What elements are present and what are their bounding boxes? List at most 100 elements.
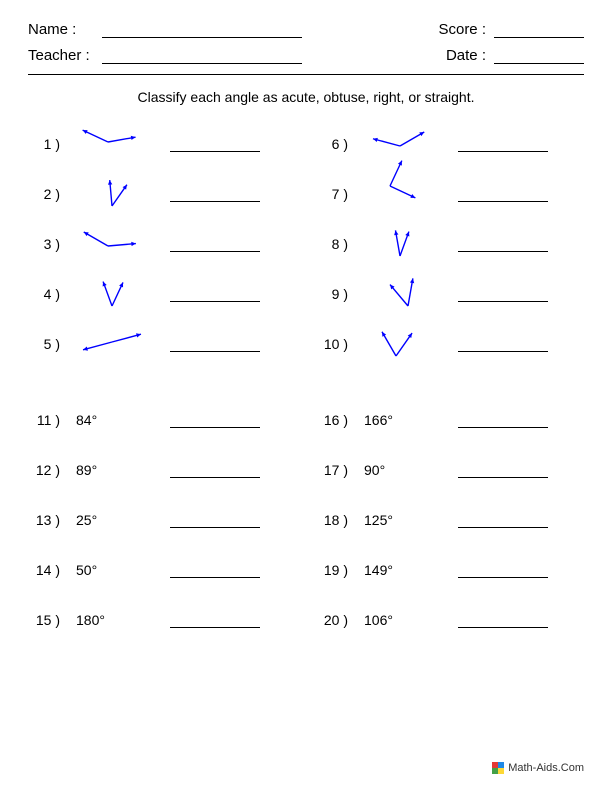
problem-row: 19 ) 149° xyxy=(316,545,584,595)
angle-diagram xyxy=(70,272,154,316)
teacher-label: Teacher : xyxy=(28,47,102,64)
problem-row: 18 ) 125° xyxy=(316,495,584,545)
problem-number: 13 ) xyxy=(28,512,64,528)
problem-row: 3 ) xyxy=(28,219,296,269)
degree-value: 84° xyxy=(64,412,154,428)
footer-logo-icon xyxy=(492,762,504,774)
problem-row: 5 ) xyxy=(28,319,296,369)
score-field: Score : xyxy=(430,20,584,38)
problem-row: 13 ) 25° xyxy=(28,495,296,545)
answer-line[interactable] xyxy=(458,562,548,578)
score-input-line[interactable] xyxy=(494,20,584,38)
degree-column-left: 11 ) 84° 12 ) 89° 13 ) 25° 14 ) 50° 15 )… xyxy=(28,395,296,645)
problem-number: 6 ) xyxy=(316,136,352,152)
answer-line[interactable] xyxy=(170,186,260,202)
degree-value: 106° xyxy=(352,612,442,628)
problem-number: 12 ) xyxy=(28,462,64,478)
answer-line[interactable] xyxy=(458,462,548,478)
problem-number: 11 ) xyxy=(28,412,64,428)
degree-value: 50° xyxy=(64,562,154,578)
angle-diagram xyxy=(358,272,442,316)
answer-line[interactable] xyxy=(170,612,260,628)
degree-column-right: 16 ) 166° 17 ) 90° 18 ) 125° 19 ) 149° 2… xyxy=(316,395,584,645)
problem-number: 8 ) xyxy=(316,236,352,252)
angle-diagram xyxy=(358,222,442,266)
worksheet-page: Name : Teacher : Score : Date : Classify… xyxy=(0,0,612,792)
date-label: Date : xyxy=(430,47,486,64)
answer-line[interactable] xyxy=(458,512,548,528)
problem-number: 7 ) xyxy=(316,186,352,202)
angle-problems-grid: 1 ) 2 ) 3 ) 4 ) 5 ) xyxy=(28,119,584,369)
answer-line[interactable] xyxy=(458,286,548,302)
problem-number: 1 ) xyxy=(28,136,64,152)
degree-value: 180° xyxy=(64,612,154,628)
answer-line[interactable] xyxy=(170,412,260,428)
answer-line[interactable] xyxy=(170,512,260,528)
angle-diagram xyxy=(358,122,442,166)
degree-value: 166° xyxy=(352,412,442,428)
problem-number: 18 ) xyxy=(316,512,352,528)
answer-line[interactable] xyxy=(170,562,260,578)
answer-line[interactable] xyxy=(458,612,548,628)
answer-line[interactable] xyxy=(170,462,260,478)
degree-value: 125° xyxy=(352,512,442,528)
degree-problems-grid: 11 ) 84° 12 ) 89° 13 ) 25° 14 ) 50° 15 )… xyxy=(28,395,584,645)
problem-row: 7 ) xyxy=(316,169,584,219)
problem-row: 2 ) xyxy=(28,169,296,219)
degree-value: 90° xyxy=(352,462,442,478)
problem-row: 20 ) 106° xyxy=(316,595,584,645)
problem-number: 16 ) xyxy=(316,412,352,428)
answer-line[interactable] xyxy=(458,236,548,252)
problem-row: 14 ) 50° xyxy=(28,545,296,595)
answer-line[interactable] xyxy=(458,412,548,428)
angle-diagram xyxy=(70,322,154,366)
answer-line[interactable] xyxy=(458,186,548,202)
angle-diagram xyxy=(70,122,154,166)
problem-number: 4 ) xyxy=(28,286,64,302)
angle-figure xyxy=(352,120,442,168)
instruction-text: Classify each angle as acute, obtuse, ri… xyxy=(28,89,584,105)
problem-row: 6 ) xyxy=(316,119,584,169)
angle-figure xyxy=(352,170,442,218)
problem-number: 5 ) xyxy=(28,336,64,352)
problem-row: 17 ) 90° xyxy=(316,445,584,495)
problem-number: 20 ) xyxy=(316,612,352,628)
angle-column-left: 1 ) 2 ) 3 ) 4 ) 5 ) xyxy=(28,119,296,369)
problem-number: 10 ) xyxy=(316,336,352,352)
section-gap xyxy=(28,369,584,395)
problem-row: 1 ) xyxy=(28,119,296,169)
footer-text: Math-Aids.Com xyxy=(508,762,584,774)
angle-figure xyxy=(64,270,154,318)
name-label: Name : xyxy=(28,21,102,38)
answer-line[interactable] xyxy=(458,136,548,152)
footer: Math-Aids.Com xyxy=(492,762,584,774)
teacher-input-line[interactable] xyxy=(102,46,302,64)
problem-row: 12 ) 89° xyxy=(28,445,296,495)
problem-row: 16 ) 166° xyxy=(316,395,584,445)
degree-value: 149° xyxy=(352,562,442,578)
problem-number: 19 ) xyxy=(316,562,352,578)
problem-row: 8 ) xyxy=(316,219,584,269)
name-input-line[interactable] xyxy=(102,20,302,38)
problem-row: 15 ) 180° xyxy=(28,595,296,645)
name-field: Name : xyxy=(28,20,302,38)
problem-number: 2 ) xyxy=(28,186,64,202)
problem-number: 15 ) xyxy=(28,612,64,628)
answer-line[interactable] xyxy=(170,336,260,352)
problem-number: 9 ) xyxy=(316,286,352,302)
angle-figure xyxy=(64,170,154,218)
angle-diagram xyxy=(70,222,154,266)
problem-row: 11 ) 84° xyxy=(28,395,296,445)
answer-line[interactable] xyxy=(458,336,548,352)
answer-line[interactable] xyxy=(170,286,260,302)
problem-row: 4 ) xyxy=(28,269,296,319)
header-right: Score : Date : xyxy=(430,20,584,64)
score-label: Score : xyxy=(430,21,486,38)
date-input-line[interactable] xyxy=(494,46,584,64)
header-left: Name : Teacher : xyxy=(28,20,302,64)
answer-line[interactable] xyxy=(170,136,260,152)
problem-row: 9 ) xyxy=(316,269,584,319)
angle-figure xyxy=(352,320,442,368)
answer-line[interactable] xyxy=(170,236,260,252)
angle-diagram xyxy=(70,172,154,216)
